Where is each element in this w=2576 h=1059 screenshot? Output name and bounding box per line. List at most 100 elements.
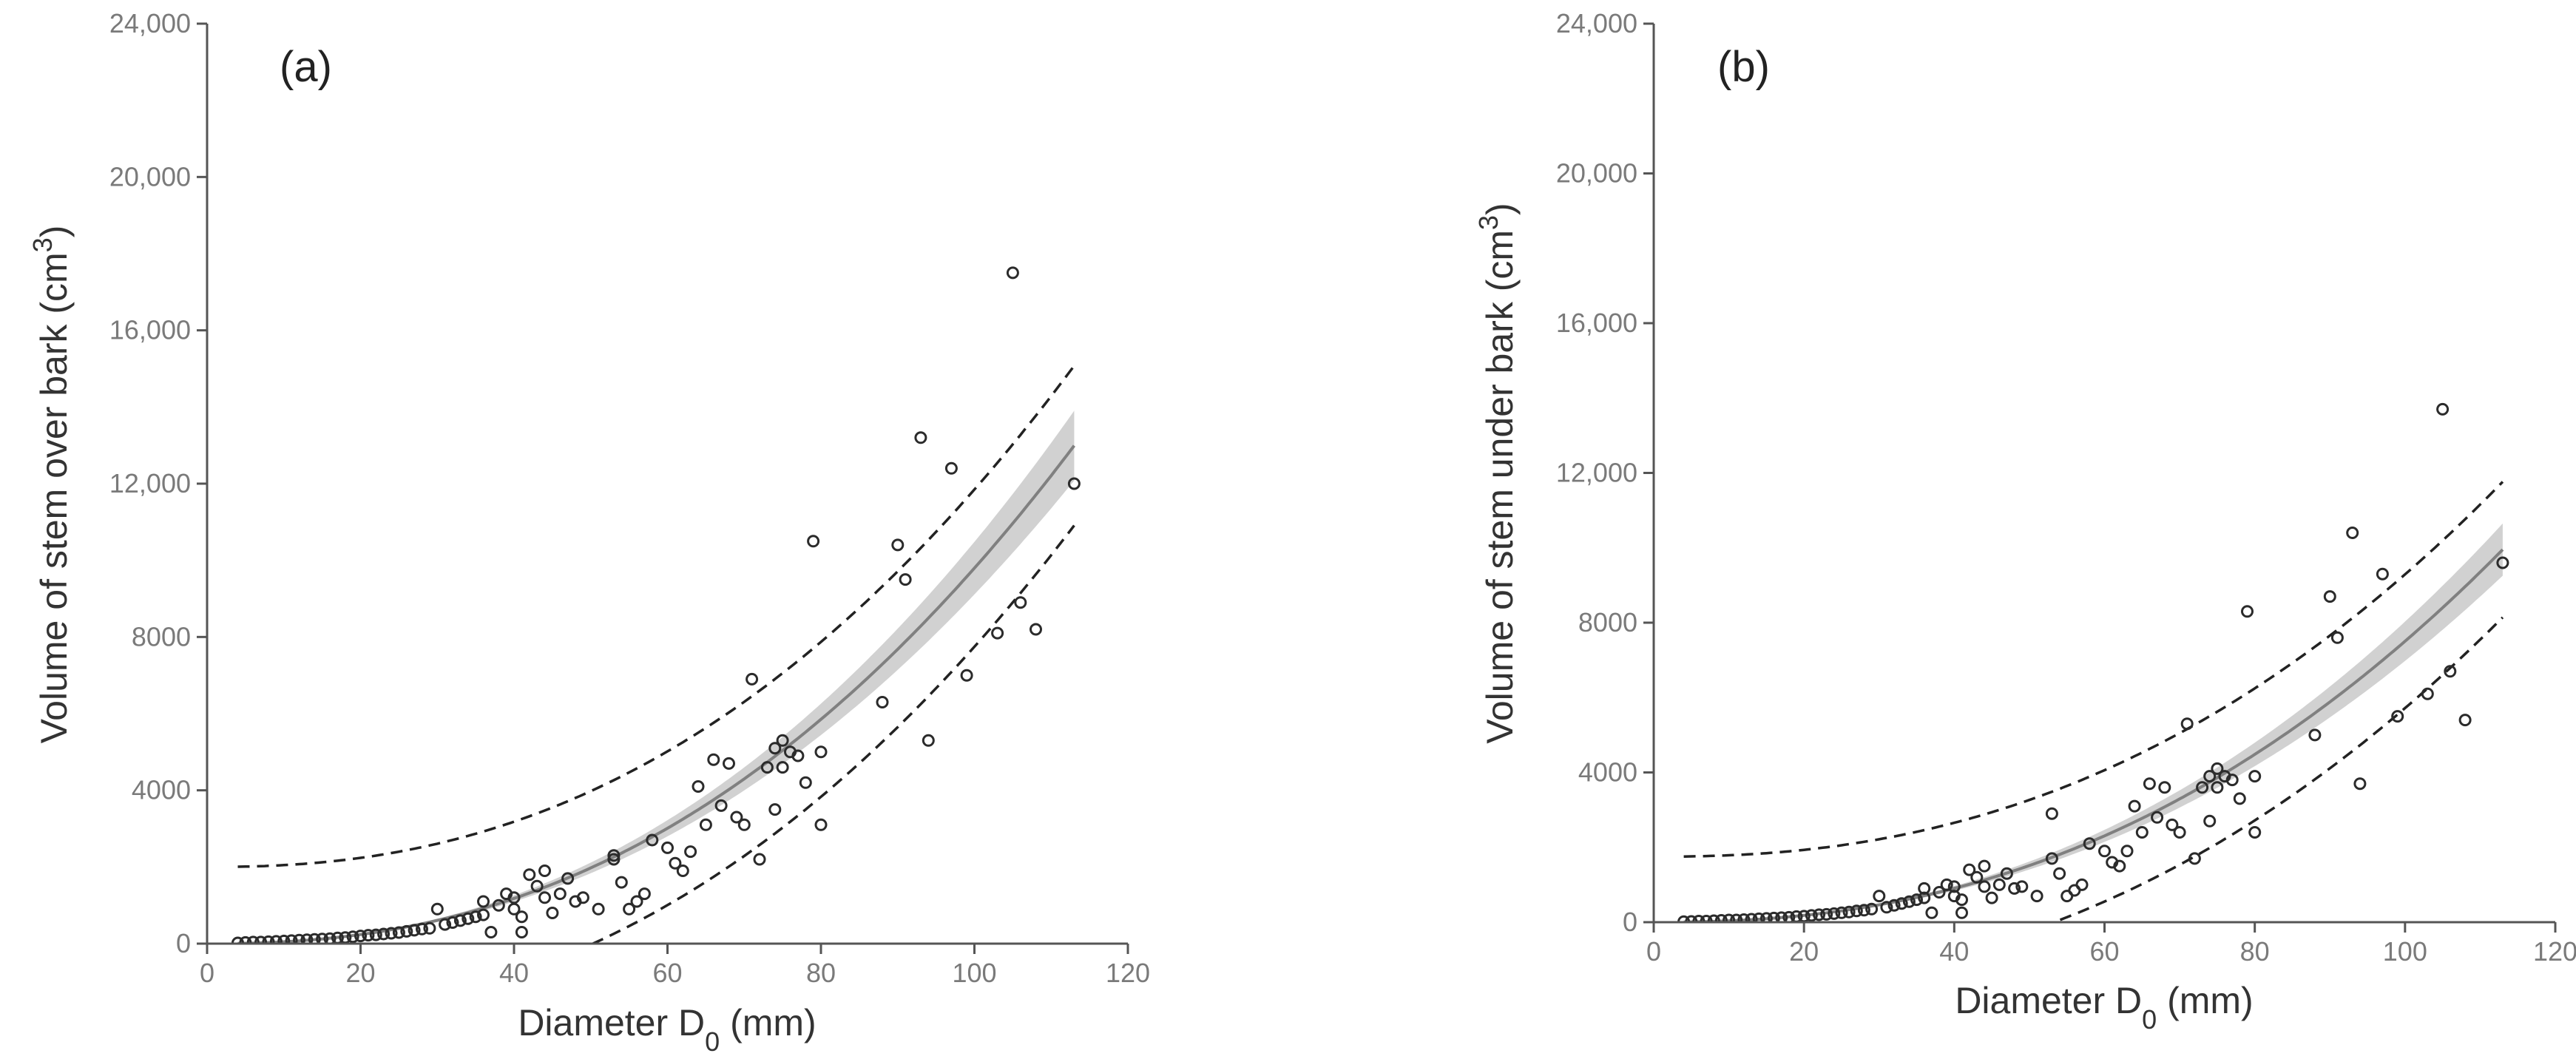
panel-b-data-point bbox=[2158, 781, 2171, 794]
panel-b-data-point bbox=[1782, 910, 1796, 922]
panel-a-confidence-band bbox=[237, 410, 1075, 944]
panel-b-fitted-curve bbox=[1683, 548, 2504, 922]
panel-b-data-point bbox=[1865, 902, 1879, 916]
panel-a-data-point bbox=[469, 910, 482, 924]
panel-a-data-point bbox=[484, 926, 498, 938]
panel-b-data-point bbox=[2113, 859, 2126, 873]
panel-a-data-point bbox=[515, 926, 528, 938]
panel-b-ticks: 0 20 40 60 80 100 120 0 4000 8000 12,000 16,000 20,0… bbox=[1556, 8, 2576, 967]
panel-b-data-point bbox=[2166, 818, 2179, 831]
panel-b-data-point bbox=[2188, 852, 2201, 865]
panel-a-data-point bbox=[430, 902, 444, 916]
panel-b-x-tick-label: 120 bbox=[2533, 936, 2576, 967]
panel-b-y-title: Volume of stem under bark (cm3) bbox=[1473, 203, 1521, 743]
panel-b-data-point bbox=[2075, 878, 2089, 891]
panel-a-y-tick-label: 16,000 bbox=[109, 315, 191, 345]
panel-a-data-point bbox=[1030, 623, 1042, 636]
panel-b-y-title-sup: 3 bbox=[1473, 215, 1504, 230]
panel-b-data-point bbox=[2436, 402, 2450, 416]
panel-a-data-point bbox=[737, 818, 751, 831]
panel-a-data-point bbox=[807, 535, 820, 548]
panel-a-data-point bbox=[392, 926, 405, 939]
panel-b-x-title-sub: 0 bbox=[2142, 1004, 2157, 1035]
panel-b-plot bbox=[1677, 402, 2509, 922]
panel-a-data-point bbox=[369, 928, 382, 941]
panel-a-data-point bbox=[377, 927, 391, 941]
panel-b-data-point bbox=[2391, 710, 2404, 723]
panel-a-data-point bbox=[285, 934, 298, 944]
panel-b: (b) 0 20 40 60 80 100 120 0 4000 8000 12,000 16,000… bbox=[1473, 8, 2576, 1035]
panel-a-data-point bbox=[346, 930, 359, 944]
panel-b-data-point bbox=[1723, 913, 1736, 922]
panel-b-data-point bbox=[2323, 590, 2336, 603]
panel-b-data-point bbox=[2045, 807, 2058, 820]
panel-a-data-point bbox=[991, 626, 1004, 640]
panel-b-data-point bbox=[1850, 904, 1863, 918]
panel-a-data-point bbox=[638, 887, 651, 901]
panel-b-y-tick-label: 20,000 bbox=[1556, 158, 1637, 189]
panel-a-y-title: Volume of stem over bark (cm3) bbox=[27, 226, 75, 744]
panel-b-data-point bbox=[2143, 777, 2156, 791]
panel-a-x-tick-label: 0 bbox=[200, 958, 214, 988]
panel-a-data-point bbox=[323, 932, 337, 944]
panel-a-data-point bbox=[746, 672, 759, 686]
panel-a-data-point bbox=[453, 914, 467, 927]
panel-b-data-point bbox=[1978, 859, 1991, 873]
panel-a: (a) 0 20 40 60 80 100 120 0 4000 8000 12,000 16,000… bbox=[27, 8, 1151, 1057]
panel-a-data-point bbox=[546, 907, 559, 919]
panel-a-data-point bbox=[561, 872, 575, 885]
panel-b-data-point bbox=[1813, 908, 1825, 921]
panel-b-y-title-end: ) bbox=[1479, 203, 1521, 215]
panel-a-x-tick-label: 40 bbox=[499, 958, 529, 988]
panel-a-y-tick-label: 12,000 bbox=[109, 468, 191, 498]
panel-a-data-point bbox=[676, 865, 689, 877]
panel-b-label: (b) bbox=[1717, 43, 1770, 91]
panel-b-y-title-main: Volume of stem under bark (cm bbox=[1479, 230, 1521, 744]
panel-a-ticks: 0 20 40 60 80 100 120 0 4000 8000 12,000 16,000 20,0… bbox=[109, 8, 1150, 988]
panel-b-prediction-upper bbox=[1683, 481, 2504, 858]
panel-a-data-point bbox=[607, 849, 621, 862]
panel-b-data-point bbox=[2083, 837, 2096, 850]
panel-a-data-point bbox=[684, 845, 697, 859]
panel-a-data-point bbox=[646, 833, 659, 847]
panel-b-y-tick-label: 0 bbox=[1623, 907, 1637, 937]
panel-b-data-point bbox=[2211, 781, 2224, 794]
panel-b-data-point bbox=[2330, 631, 2344, 644]
panel-b-data-point bbox=[2008, 882, 2021, 895]
panel-a-data-point bbox=[944, 461, 958, 475]
panel-a-data-point bbox=[661, 841, 674, 854]
panel-b-x-tick-label: 100 bbox=[2383, 936, 2427, 967]
panel-a-prediction-upper bbox=[237, 365, 1075, 868]
panel-a-data-point bbox=[416, 922, 428, 935]
panel-b-data-point bbox=[2346, 527, 2359, 539]
panel-a-y-tick-label: 4000 bbox=[132, 775, 191, 805]
panel-b-data-point bbox=[1873, 890, 1886, 903]
panel-a-data-point bbox=[246, 935, 260, 944]
panel-b-data-point bbox=[1805, 909, 1818, 922]
panel-a-data-point bbox=[592, 902, 605, 916]
panel-b-data-point bbox=[1947, 880, 1961, 893]
panel-b-data-point bbox=[1707, 914, 1720, 922]
panel-b-data-point bbox=[2045, 852, 2058, 865]
panel-b-x-tick-label: 80 bbox=[2240, 936, 2270, 967]
panel-a-data-point bbox=[1067, 477, 1081, 490]
panel-a-y-tick-label: 20,000 bbox=[109, 161, 191, 192]
panel-b-data-point bbox=[1940, 878, 1953, 891]
panel-b-data-point bbox=[2053, 867, 2066, 880]
panel-a-data-point bbox=[293, 933, 305, 944]
panel-a-y-tick-label: 24,000 bbox=[109, 8, 191, 38]
panel-b-data-point bbox=[1992, 878, 2006, 891]
panel-a-data-point bbox=[515, 910, 528, 924]
panel-a-data-point bbox=[262, 935, 275, 944]
panel-b-data-point bbox=[2015, 880, 2029, 893]
panel-b-data-point bbox=[2458, 714, 2472, 727]
panel-a-y-title-sup: 3 bbox=[27, 237, 58, 252]
panel-a-data-point bbox=[423, 921, 436, 935]
panel-a-data-point bbox=[385, 927, 398, 940]
panel-b-y-tick-label: 8000 bbox=[1578, 607, 1637, 637]
panel-b-data-point bbox=[2421, 687, 2434, 700]
panel-a-data-point bbox=[477, 895, 490, 908]
panel-b-data-point bbox=[1880, 901, 1893, 914]
panel-b-data-point bbox=[1828, 907, 1841, 920]
